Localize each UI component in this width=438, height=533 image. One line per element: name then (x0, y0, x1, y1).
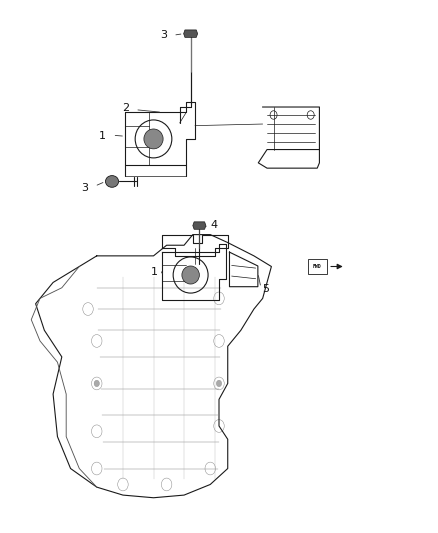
Ellipse shape (106, 175, 119, 187)
Text: 3: 3 (160, 30, 167, 41)
Polygon shape (193, 222, 206, 229)
Polygon shape (184, 30, 198, 37)
Ellipse shape (182, 266, 199, 284)
Text: FWD: FWD (313, 264, 321, 269)
Circle shape (216, 380, 222, 386)
Text: 1: 1 (99, 131, 106, 141)
Circle shape (94, 380, 99, 386)
Text: 1: 1 (151, 267, 158, 277)
Text: 5: 5 (263, 284, 270, 294)
Text: 3: 3 (81, 183, 88, 193)
Text: 2: 2 (122, 103, 129, 113)
FancyBboxPatch shape (308, 259, 327, 274)
Text: 4: 4 (210, 220, 217, 230)
Ellipse shape (144, 129, 163, 149)
